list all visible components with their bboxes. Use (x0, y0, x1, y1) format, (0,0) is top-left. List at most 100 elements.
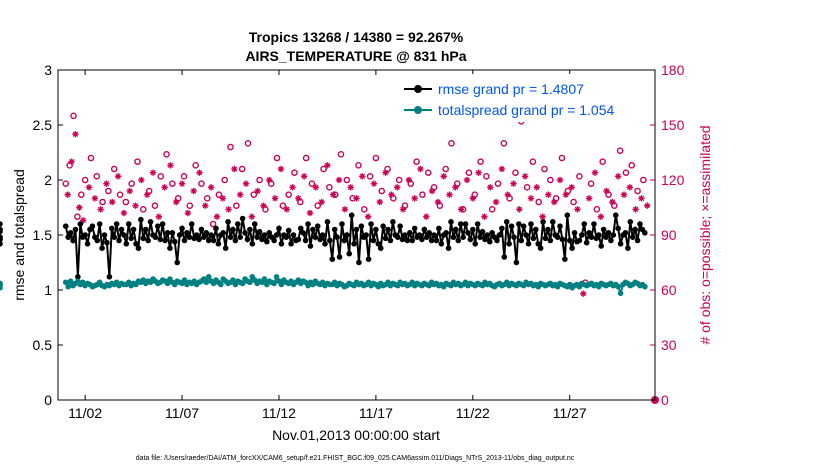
x-tick-label: 11/22 (456, 405, 490, 421)
obs-assimilated-stroke (225, 206, 232, 213)
obs-assimilated-point (225, 206, 232, 213)
series-rmse-point (615, 225, 621, 232)
obs-assimilated-point (457, 206, 465, 213)
series-rmse-point (159, 221, 166, 227)
series-rmse-point (472, 241, 479, 247)
series-rmse-point (331, 226, 338, 233)
obs-assimilated-point (173, 198, 180, 206)
series-rmse-point (540, 219, 546, 225)
series-rmse-point (411, 225, 418, 232)
legend-spread-label: totalspread grand pr = 1.054 (438, 102, 615, 118)
obs-assimilated-point (638, 195, 645, 202)
obs-assimilated-stroke (353, 195, 360, 202)
series-rmse-point (193, 232, 200, 238)
chart-title-line1: Tropics 13268 / 14380 = 92.267% (249, 29, 464, 45)
series-rmse-point (358, 223, 365, 229)
series-rmse-point (302, 237, 309, 244)
obs-assimilated-point (271, 195, 279, 202)
obs-assimilated-stroke (156, 213, 162, 220)
series-rmse-point (138, 216, 144, 223)
y-right-tick-label: 150 (661, 117, 685, 133)
obs-assimilated-stroke (632, 206, 639, 213)
series-rmse-point (576, 237, 583, 244)
series-rmse-point (198, 226, 205, 233)
obs-assimilated-stroke (237, 191, 243, 198)
series-rmse-point (140, 235, 147, 242)
series-rmse-point (346, 250, 353, 257)
obs-assimilated-stroke (487, 184, 493, 191)
obs-assimilated-stroke (458, 206, 464, 213)
obs-assimilated-point (510, 180, 517, 187)
series-totalspread-point (181, 277, 188, 283)
obs-assimilated-stroke (528, 195, 534, 202)
series-rmse-point (506, 241, 512, 247)
series-rmse-point (465, 230, 471, 236)
x-tick-label: 11/07 (165, 405, 199, 421)
series-rmse-point (89, 223, 96, 229)
obs-assimilated-stroke (208, 184, 214, 191)
series-totalspread-point (261, 276, 268, 282)
series-rmse-point (339, 221, 345, 227)
series-rmse-point (365, 256, 372, 263)
series-totalspread-point (247, 279, 253, 286)
series-rmse-point (608, 237, 614, 244)
obs-assimilated-point (545, 191, 552, 198)
series-rmse-point (184, 230, 190, 236)
series-rmse-point (213, 225, 219, 232)
obs-possible-point (483, 173, 490, 180)
x-tick-label: 11/17 (359, 405, 393, 421)
obs-assimilated-point (574, 206, 581, 213)
obs-assimilated-stroke (86, 184, 92, 191)
obs-possible-point (186, 202, 194, 209)
obs-possible-point (291, 169, 298, 176)
series-rmse-point (314, 223, 321, 229)
series-rmse-point (273, 232, 280, 238)
obs-assimilated-point (609, 198, 616, 206)
obs-assimilated-stroke (499, 166, 505, 172)
obs-possible-point (203, 195, 211, 202)
obs-possible-point (116, 191, 124, 198)
series-rmse-point (477, 234, 483, 240)
obs-possible-point (570, 198, 577, 206)
series-rmse-point (237, 234, 244, 240)
series-rmse-point (152, 234, 159, 240)
series-rmse-point (559, 236, 566, 243)
y-left-tick-label: 1 (44, 282, 52, 298)
obs-possible-point (640, 176, 647, 184)
obs-possible-point (238, 165, 246, 173)
series-totalspread-point (271, 280, 277, 287)
obs-assimilated-point (64, 191, 71, 198)
obs-assimilated-stroke (609, 199, 616, 205)
obs-assimilated-stroke (231, 166, 238, 172)
x-axis-label: Nov.01,2013 00:00:00 start (272, 427, 440, 443)
series-rmse-point (428, 237, 435, 244)
obs-assimilated-point (300, 173, 308, 180)
series-totalspread-point (239, 280, 246, 287)
series-rmse-point (579, 232, 585, 238)
obs-possible-point (128, 180, 135, 187)
series-rmse-point (542, 235, 549, 242)
obs-possible-point (302, 154, 310, 162)
obs-assimilated-point (242, 180, 250, 187)
obs-assimilated-point (114, 173, 122, 180)
series-rmse-point (530, 235, 537, 242)
series-rmse-point (627, 219, 634, 225)
series-rmse-point (423, 234, 430, 240)
series-rmse-point (600, 226, 607, 233)
obs-assimilated-point (405, 176, 413, 184)
series-rmse-point (426, 230, 432, 236)
series-rmse-point (445, 245, 452, 251)
obs-assimilated-stroke (173, 199, 179, 205)
series-rmse-point (75, 274, 81, 280)
obs-assimilated-stroke (580, 290, 586, 297)
series-rmse-point (261, 232, 268, 238)
obs-assimilated-point (341, 206, 349, 213)
series-totalspread-point (203, 279, 210, 286)
obs-possible-point (314, 202, 322, 209)
series-rmse-point (215, 241, 222, 247)
obs-assimilated-point (202, 202, 209, 209)
series-rmse-point (67, 230, 74, 236)
series-rmse-point (513, 259, 520, 266)
obs-assimilated-point (277, 165, 285, 173)
obs-assimilated-point (248, 213, 256, 220)
